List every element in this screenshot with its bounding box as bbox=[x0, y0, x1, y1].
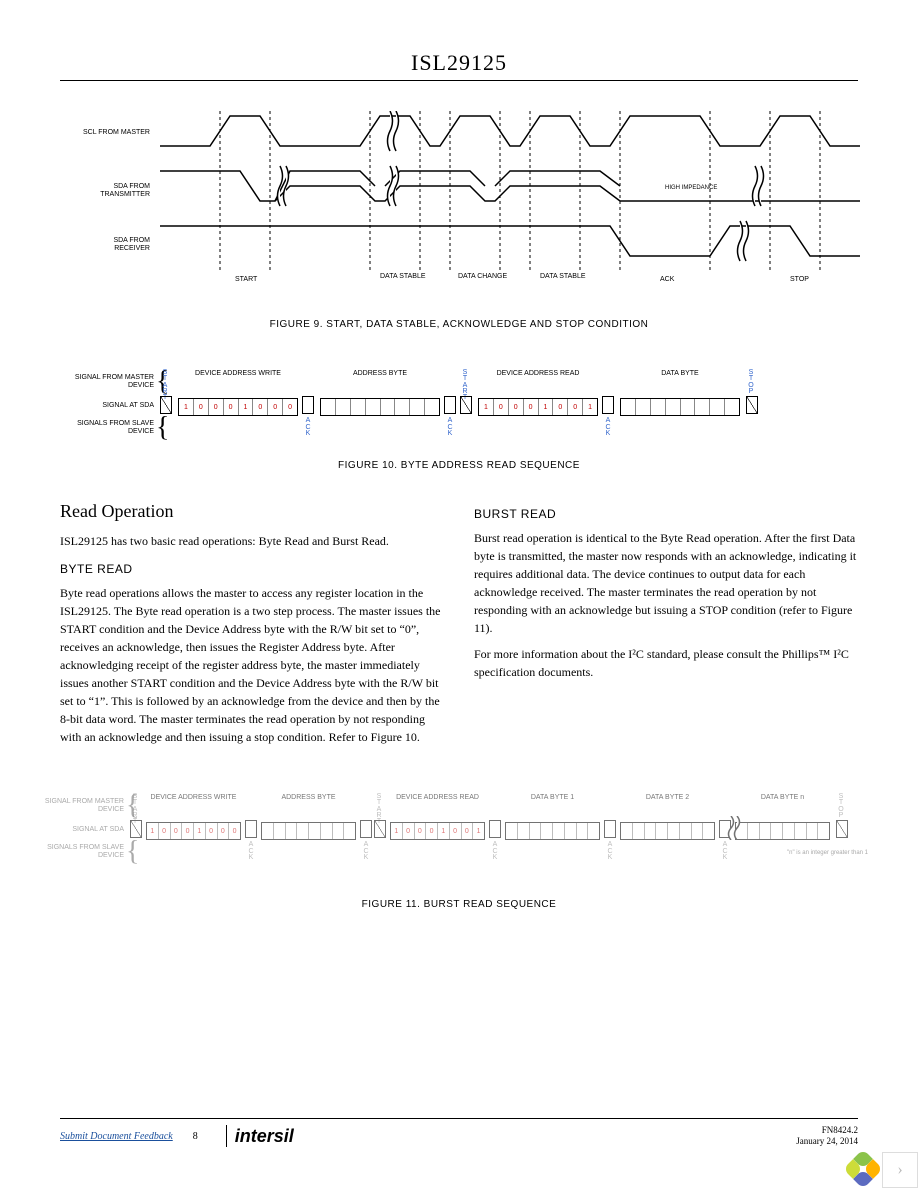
fig9-bl-stop: STOP bbox=[790, 276, 809, 284]
byte-read-heading: BYTE READ bbox=[60, 562, 444, 576]
fig11-rl-slave: {SIGNALS FROM SLAVE DEVICE bbox=[34, 844, 124, 861]
next-arrow-icon[interactable]: › bbox=[882, 1152, 918, 1188]
fig9-label-sda-rx: SDA FROM RECEIVER bbox=[80, 237, 150, 254]
fig10-rl-sda: SIGNAL AT SDA bbox=[64, 402, 154, 410]
byte-read-para: Byte read operations allows the master t… bbox=[60, 584, 444, 746]
fig9-caption: FIGURE 9. START, DATA STABLE, ACKNOWLEDG… bbox=[60, 319, 858, 330]
fig10-caption: FIGURE 10. BYTE ADDRESS READ SEQUENCE bbox=[60, 460, 858, 471]
footer-docinfo: FN8424.2 January 24, 2014 bbox=[796, 1125, 858, 1148]
header-rule bbox=[60, 80, 858, 81]
figure-10: {SIGNAL FROM MASTER DEVICE SIGNAL AT SDA… bbox=[60, 370, 858, 471]
svg-text:HIGH IMPEDANCE: HIGH IMPEDANCE bbox=[665, 185, 717, 191]
fig11-rl-sda: SIGNAL AT SDA bbox=[34, 826, 124, 834]
figure-11: {SIGNAL FROM MASTER DEVICE SIGNAL AT SDA… bbox=[60, 794, 858, 910]
fig9-bl-change: DATA CHANGE bbox=[458, 273, 507, 281]
burst-read-p1: Burst read operation is identical to the… bbox=[474, 529, 858, 637]
fig11-rl-master: {SIGNAL FROM MASTER DEVICE bbox=[34, 798, 124, 815]
page-title: ISL29125 bbox=[60, 50, 858, 76]
flower-icon[interactable] bbox=[846, 1152, 882, 1188]
fig11-note: "n" is an integer greater than 1 bbox=[787, 850, 868, 856]
corner-nav: › bbox=[846, 1152, 918, 1188]
page-footer: Submit Document Feedback 8 intersil FN84… bbox=[60, 1118, 858, 1148]
fig9-label-sda-tx: SDA FROM TRANSMITTER bbox=[80, 183, 150, 200]
text-columns: Read Operation ISL29125 has two basic re… bbox=[60, 501, 858, 754]
fig9-waveforms: HIGH IMPEDANCE bbox=[160, 111, 860, 286]
read-op-para: ISL29125 has two basic read operations: … bbox=[60, 532, 444, 550]
feedback-link[interactable]: Submit Document Feedback bbox=[60, 1131, 173, 1142]
burst-read-p2: For more information about the I²C stand… bbox=[474, 645, 858, 681]
fig9-bl-start: START bbox=[235, 276, 257, 284]
fig10-rl-slave: {SIGNALS FROM SLAVE DEVICE bbox=[64, 420, 154, 437]
fig11-caption: FIGURE 11. BURST READ SEQUENCE bbox=[60, 899, 858, 910]
fig9-bl-ack: ACK bbox=[660, 276, 674, 284]
fig9-label-scl: SCL FROM MASTER bbox=[80, 129, 150, 137]
fig9-bl-stable1: DATA STABLE bbox=[380, 273, 426, 281]
fig9-bl-stable2: DATA STABLE bbox=[540, 273, 586, 281]
brand-logo: intersil bbox=[235, 1126, 294, 1147]
fig10-rl-master: {SIGNAL FROM MASTER DEVICE bbox=[64, 374, 154, 391]
read-op-heading: Read Operation bbox=[60, 501, 444, 522]
burst-read-heading: BURST READ bbox=[474, 507, 858, 521]
figure-9: SCL FROM MASTER SDA FROM TRANSMITTER SDA… bbox=[60, 111, 858, 330]
page-number: 8 bbox=[193, 1131, 198, 1142]
